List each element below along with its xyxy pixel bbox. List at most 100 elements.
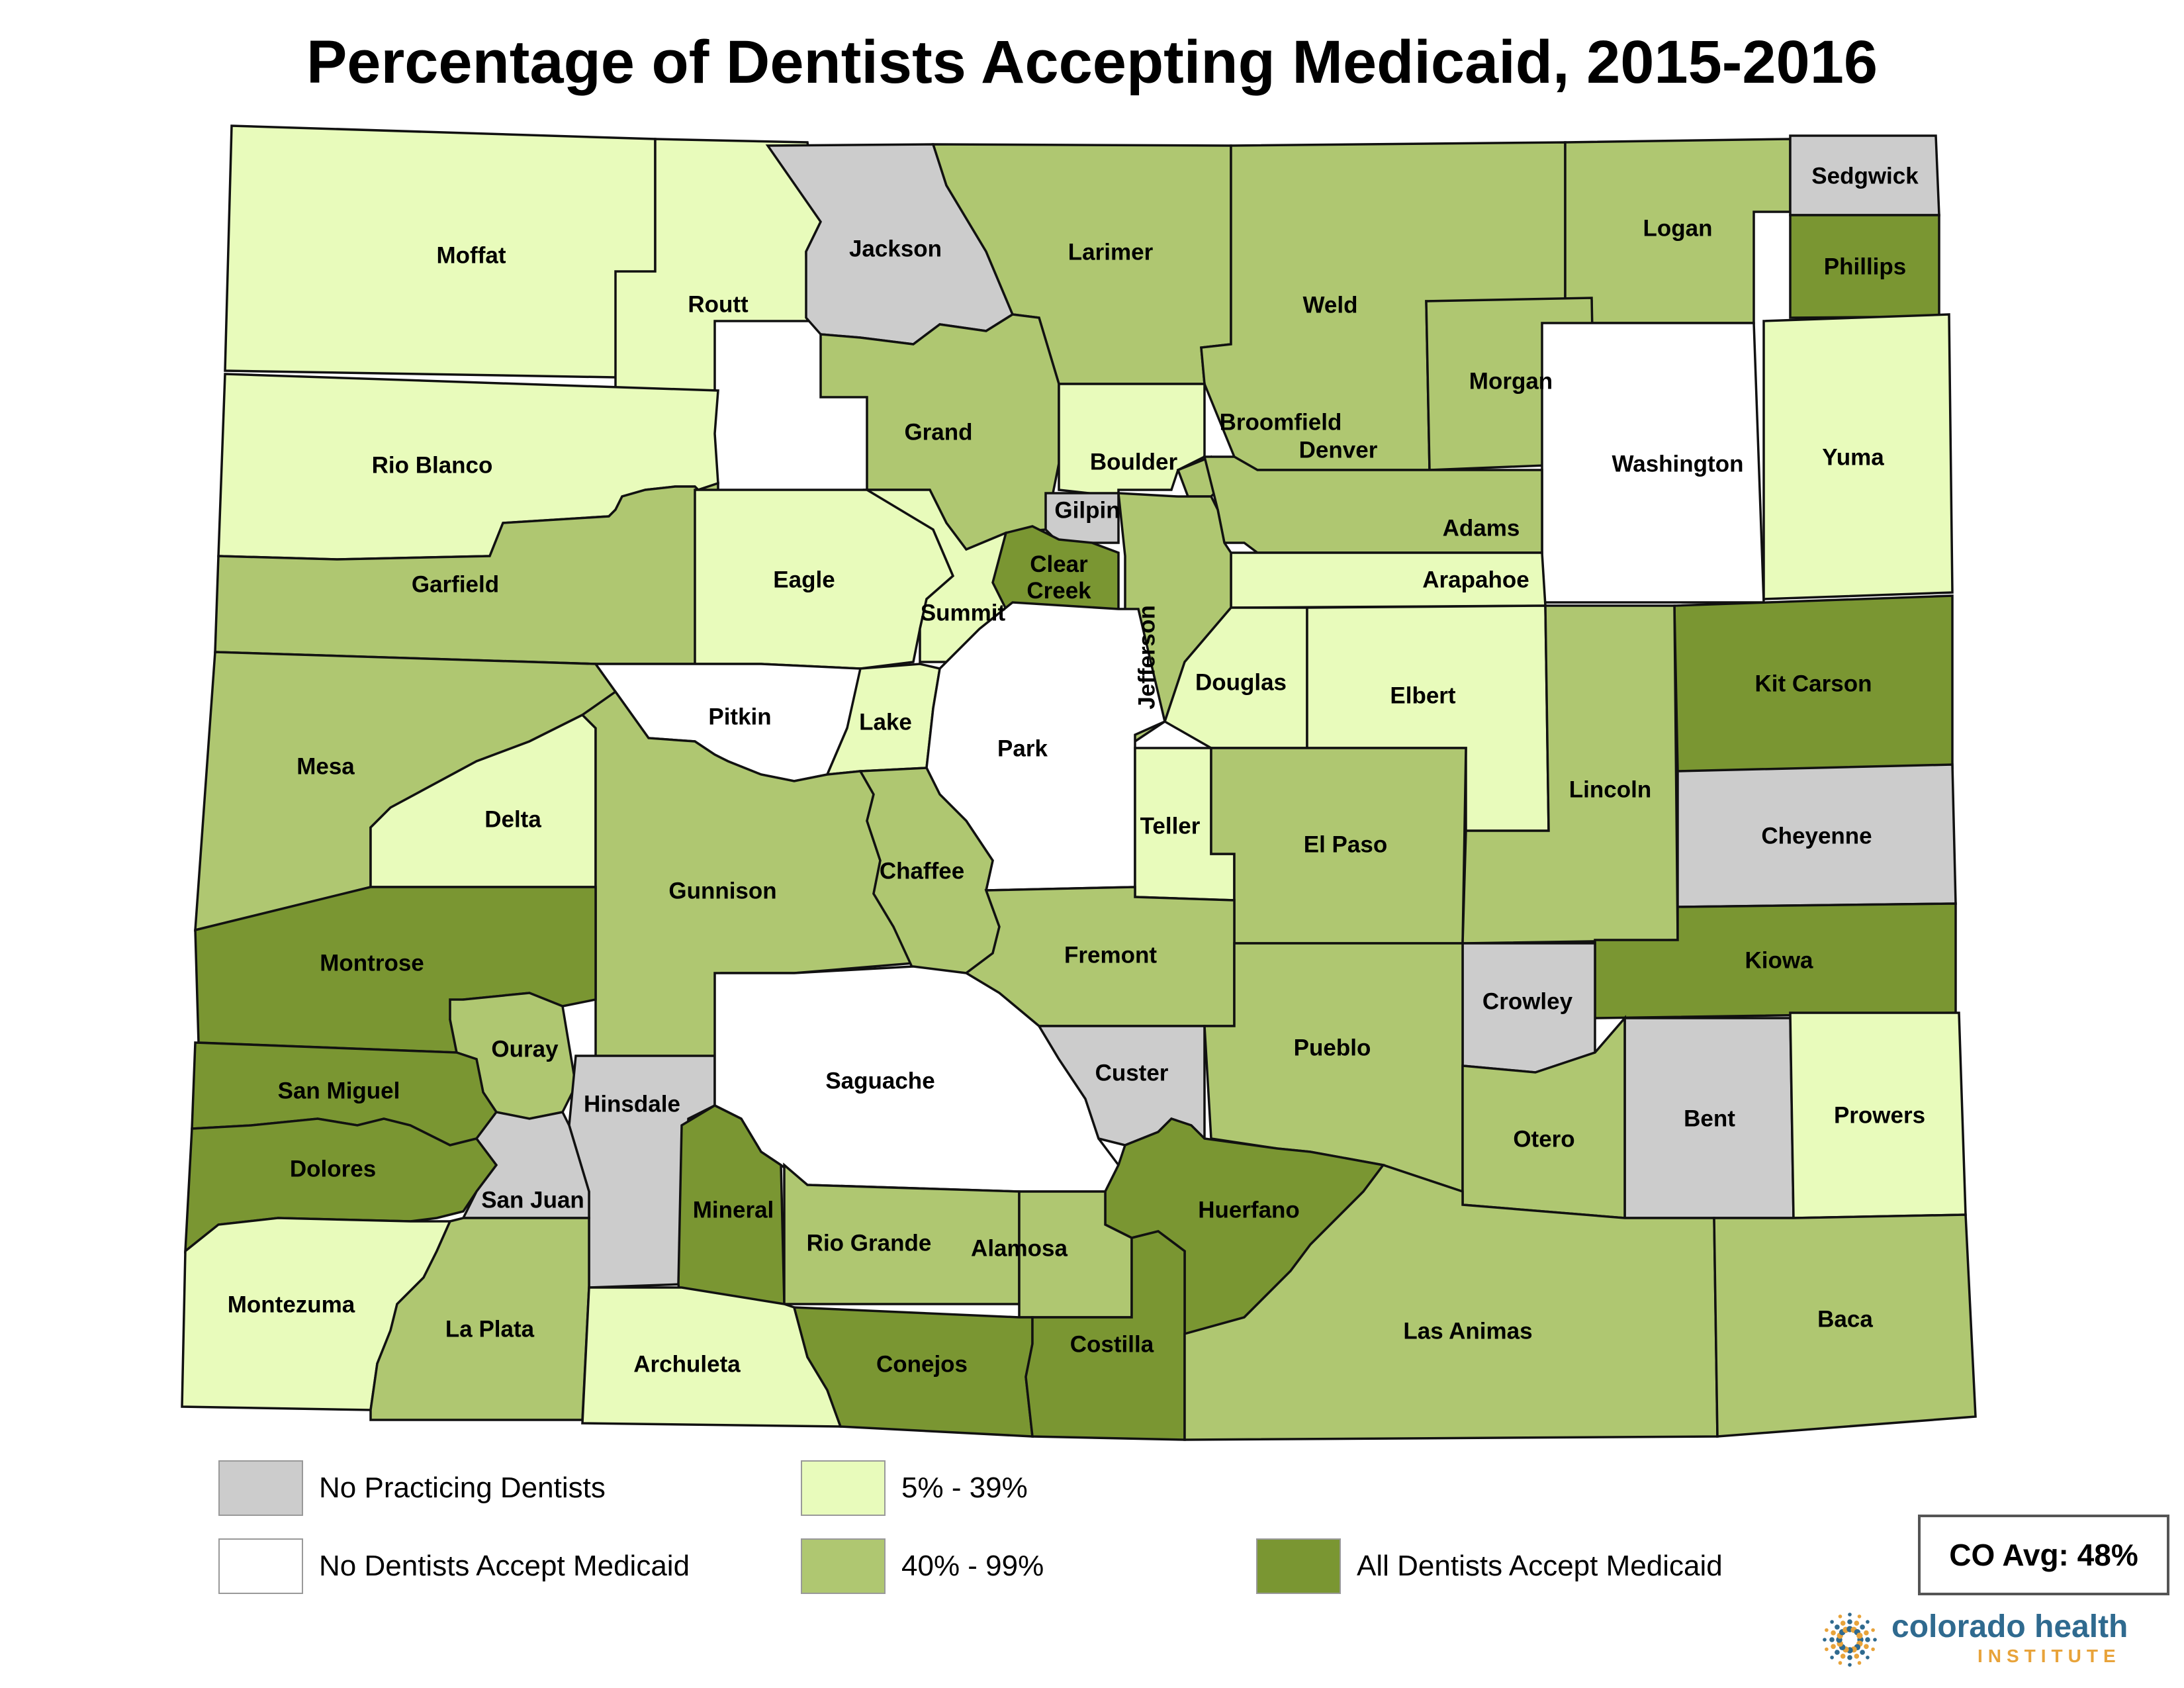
county-label-teller: Teller (1140, 813, 1201, 839)
logo-subtext: INSTITUTE (1978, 1646, 2121, 1666)
starburst-dot (1835, 1650, 1840, 1655)
county-label-jefferson: Jefferson (1134, 605, 1160, 710)
county-label-san-juan: San Juan (481, 1187, 584, 1213)
county-label-conejos: Conejos (876, 1351, 968, 1377)
county-label-prowers: Prowers (1834, 1102, 1925, 1128)
starburst-dot (1865, 1637, 1870, 1642)
county-label-gunnison: Gunnison (668, 878, 776, 904)
county-label-pitkin: Pitkin (708, 704, 771, 729)
county-label-denver: Denver (1299, 437, 1378, 463)
county-label-sedgwick: Sedgwick (1811, 163, 1919, 189)
legend-item-none: No Practicing Dentists (218, 1460, 606, 1516)
starburst-dot (1860, 1624, 1865, 1630)
state-average-box: CO Avg: 48% (1918, 1515, 2169, 1595)
county-label-lincoln: Lincoln (1569, 776, 1651, 802)
legend-label-none: No Practicing Dentists (319, 1472, 606, 1504)
starburst-dot (1830, 1656, 1834, 1660)
county-label-delta: Delta (484, 806, 541, 832)
starburst-dot (1856, 1632, 1863, 1639)
starburst-dot (1854, 1654, 1860, 1659)
starburst-dot (1840, 1620, 1846, 1626)
county-label-san-miguel: San Miguel (278, 1078, 400, 1103)
county-label-rio-grande: Rio Grande (807, 1230, 932, 1256)
starburst-dot (1857, 1615, 1862, 1618)
starburst-dot (1873, 1638, 1877, 1642)
county-label-custer: Custer (1095, 1060, 1169, 1086)
county-label-ouray: Ouray (491, 1036, 559, 1062)
county-san-juan (461, 1111, 590, 1219)
county-label-douglas: Douglas (1195, 669, 1287, 695)
county-label-park: Park (997, 735, 1048, 761)
county-label-adams: Adams (1443, 515, 1520, 541)
county-label-hinsdale: Hinsdale (584, 1091, 680, 1117)
county-label-otero: Otero (1513, 1126, 1574, 1152)
starburst-dot (1866, 1620, 1870, 1624)
county-label-kiowa: Kiowa (1745, 947, 1813, 973)
county-label-jackson: Jackson (849, 236, 942, 261)
county-label-la-plata: La Plata (445, 1316, 535, 1342)
county-baca (1713, 1213, 1977, 1438)
county-label-phillips: Phillips (1824, 254, 1906, 279)
county-label-clear-creek: Clear Creek (1026, 551, 1091, 604)
starburst-dot (1840, 1654, 1846, 1659)
starburst-dot (1864, 1644, 1869, 1650)
starburst-dot (1838, 1661, 1843, 1665)
county-label-routt: Routt (688, 291, 749, 317)
legend-label-low: 5% - 39% (901, 1472, 1028, 1504)
county-label-morgan: Morgan (1469, 368, 1553, 394)
starburst-dot (1848, 1613, 1852, 1617)
county-label-mineral: Mineral (693, 1197, 774, 1223)
county-label-las-animas: Las Animas (1403, 1318, 1532, 1344)
starburst-dot (1831, 1644, 1836, 1650)
county-clear-creek (991, 525, 1120, 610)
county-label-archuleta: Archuleta (633, 1351, 741, 1377)
starburst-dot (1857, 1661, 1862, 1665)
county-label-garfield: Garfield (412, 571, 499, 597)
legend-swatch-low (801, 1460, 886, 1516)
county-label-baca: Baca (1817, 1306, 1873, 1332)
starburst-dot (1864, 1630, 1869, 1636)
starburst-dot (1847, 1655, 1852, 1660)
county-label-dolores: Dolores (290, 1156, 376, 1182)
county-label-elbert: Elbert (1390, 682, 1456, 708)
legend-item-all: All Dentists Accept Medicaid (1256, 1538, 1723, 1594)
starburst-dot (1830, 1620, 1834, 1624)
legend-swatch-mid (801, 1538, 886, 1594)
county-label-bent: Bent (1684, 1105, 1735, 1131)
county-label-cheyenne: Cheyenne (1761, 823, 1872, 849)
county-label-larimer: Larimer (1068, 239, 1154, 265)
county-label-rio-blanco: Rio Blanco (372, 452, 493, 478)
starburst-dot (1847, 1619, 1852, 1624)
starburst-dot (1823, 1638, 1827, 1642)
county-label-kit-carson: Kit Carson (1755, 671, 1872, 696)
legend-swatch-zero (218, 1538, 303, 1594)
starburst-dot (1871, 1647, 1875, 1652)
county-label-pueblo: Pueblo (1294, 1035, 1371, 1060)
county-label-huerfano: Huerfano (1198, 1197, 1300, 1223)
county-label-montezuma: Montezuma (228, 1291, 355, 1317)
county-yuma (1762, 313, 1954, 600)
starburst-dot (1835, 1624, 1840, 1630)
county-label-eagle: Eagle (773, 567, 835, 592)
legend-item-low: 5% - 39% (801, 1460, 1028, 1516)
starburst-dot (1866, 1656, 1870, 1660)
county-label-moffat: Moffat (437, 242, 506, 268)
map-title: Percentage of Dentists Accepting Medicai… (306, 28, 1878, 96)
starburst-dot (1854, 1620, 1860, 1626)
starburst-dot (1848, 1663, 1852, 1667)
county-label-arapahoe: Arapahoe (1422, 567, 1529, 592)
county-label-yuma: Yuma (1822, 444, 1884, 470)
county-label-crowley: Crowley (1482, 988, 1573, 1014)
legend-item-zero: No Dentists Accept Medicaid (218, 1538, 690, 1594)
county-label-costilla: Costilla (1070, 1331, 1154, 1357)
county-label-broomfield: Broomfield (1220, 409, 1342, 435)
county-label-summit: Summit (921, 600, 1006, 626)
county-label-alamosa: Alamosa (971, 1235, 1068, 1261)
legend-swatch-none (218, 1460, 303, 1516)
county-label-fremont: Fremont (1064, 942, 1157, 968)
county-label-montrose: Montrose (320, 950, 424, 976)
legend-item-mid: 40% - 99% (801, 1538, 1044, 1594)
county-la-plata (369, 1217, 590, 1421)
starburst-dot (1829, 1637, 1835, 1642)
